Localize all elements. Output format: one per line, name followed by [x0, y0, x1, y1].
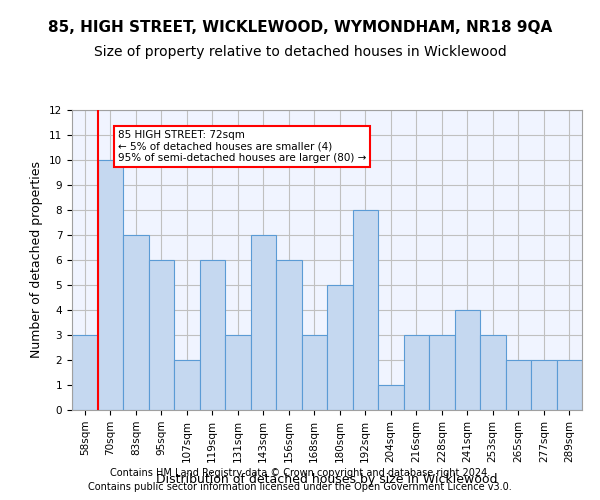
Bar — [174, 360, 199, 410]
Bar — [505, 360, 531, 410]
Bar — [199, 260, 225, 410]
X-axis label: Distribution of detached houses by size in Wicklewood: Distribution of detached houses by size … — [156, 473, 498, 486]
Y-axis label: Number of detached properties: Number of detached properties — [31, 162, 43, 358]
Text: Contains public sector information licensed under the Open Government Licence v3: Contains public sector information licen… — [88, 482, 512, 492]
Bar — [327, 285, 353, 410]
Bar — [429, 335, 455, 410]
Text: 85 HIGH STREET: 72sqm
← 5% of detached houses are smaller (4)
95% of semi-detach: 85 HIGH STREET: 72sqm ← 5% of detached h… — [118, 130, 366, 163]
Text: Contains HM Land Registry data © Crown copyright and database right 2024.: Contains HM Land Registry data © Crown c… — [110, 468, 490, 477]
Bar — [225, 335, 251, 410]
Bar — [251, 235, 276, 410]
Bar — [557, 360, 582, 410]
Text: 85, HIGH STREET, WICKLEWOOD, WYMONDHAM, NR18 9QA: 85, HIGH STREET, WICKLEWOOD, WYMONDHAM, … — [48, 20, 552, 35]
Text: Size of property relative to detached houses in Wicklewood: Size of property relative to detached ho… — [94, 45, 506, 59]
Bar — [480, 335, 505, 410]
Bar — [404, 335, 429, 410]
Bar — [123, 235, 149, 410]
Bar — [455, 310, 480, 410]
Bar — [276, 260, 302, 410]
Bar — [97, 160, 123, 410]
Bar — [149, 260, 174, 410]
Bar — [302, 335, 327, 410]
Bar — [378, 385, 404, 410]
Bar — [72, 335, 97, 410]
Bar — [531, 360, 557, 410]
Bar — [353, 210, 378, 410]
